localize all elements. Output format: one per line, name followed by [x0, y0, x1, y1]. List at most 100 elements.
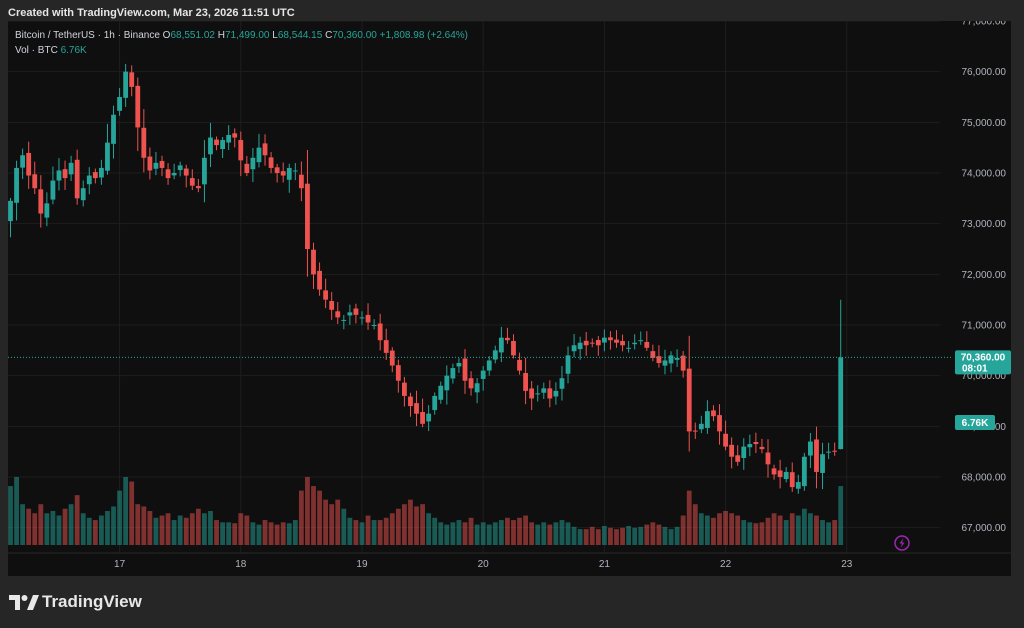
- volume-value: 6.76K: [60, 45, 87, 56]
- high-value: 71,499.00: [224, 30, 270, 41]
- candle-body: [492, 350, 498, 360]
- candle-body: [626, 347, 632, 349]
- volume-bar: [99, 515, 104, 545]
- volume-bar: [650, 522, 656, 545]
- volume-bar: [220, 522, 225, 545]
- x-tick-label: 22: [720, 559, 732, 570]
- candle-body: [117, 97, 122, 111]
- y-tick-label: 74,000.00: [962, 169, 1007, 180]
- volume-bar: [474, 524, 480, 545]
- candle-body: [238, 139, 244, 161]
- volume-bar: [492, 522, 498, 545]
- x-tick-label: 19: [356, 559, 368, 570]
- volume-bar: [183, 517, 189, 545]
- volume-bar: [80, 513, 86, 545]
- volume-bar: [32, 513, 38, 545]
- candle-body: [541, 388, 547, 393]
- candlestick-chart[interactable]: 67,000.0068,000.0069,000.0070,000.0071,0…: [8, 21, 1011, 576]
- candle-body: [801, 456, 807, 487]
- candle-body: [838, 357, 844, 450]
- candle-body: [250, 157, 256, 170]
- volume-bar: [359, 522, 365, 545]
- volume-bar: [20, 504, 26, 545]
- candle-body: [335, 311, 341, 318]
- candle-body: [202, 157, 207, 185]
- volume-bar: [541, 522, 547, 545]
- volume-bar: [632, 527, 638, 545]
- candle-body: [808, 441, 813, 456]
- candle-body: [159, 160, 165, 168]
- candle-body: [444, 375, 450, 391]
- candle-body: [183, 168, 189, 176]
- volume-bar: [347, 517, 353, 545]
- candle-body: [141, 127, 147, 158]
- volume-bar: [698, 513, 704, 545]
- candle-body: [777, 470, 783, 477]
- volume-bar: [298, 490, 304, 545]
- volume-bar: [238, 513, 244, 545]
- candle-body: [698, 423, 704, 430]
- candle-body: [783, 471, 789, 480]
- volume-bar: [686, 490, 692, 545]
- candle-body: [305, 183, 310, 249]
- lightning-icon[interactable]: [894, 535, 910, 551]
- volume-bar: [68, 504, 74, 545]
- volume-bar: [608, 527, 613, 545]
- volume-bar: [601, 525, 607, 545]
- candle-body: [105, 142, 110, 171]
- candle-body: [153, 162, 159, 169]
- volume-bar: [638, 526, 644, 545]
- candle-body: [741, 446, 747, 458]
- symbol-legend: Bitcoin / TetherUS · 1h · Binance O68,55…: [15, 30, 468, 41]
- candle-body: [62, 169, 68, 179]
- candle-body: [638, 340, 644, 342]
- candle-body: [26, 152, 32, 176]
- candle-body: [547, 388, 553, 399]
- candle-body: [147, 156, 153, 171]
- volume-bar: [511, 520, 516, 545]
- chart-panel[interactable]: 67,000.0068,000.0069,000.0070,000.0071,0…: [8, 21, 1011, 576]
- volume-bar: [8, 486, 13, 545]
- candle-body: [771, 468, 777, 475]
- tradingview-logo-icon: [9, 595, 39, 610]
- candle-body: [135, 85, 141, 128]
- candle-body: [317, 270, 322, 290]
- volume-bar: [165, 513, 171, 545]
- candle-body: [559, 378, 565, 389]
- candle-body: [674, 357, 680, 360]
- candle-body: [189, 178, 195, 186]
- candle-body: [214, 139, 219, 146]
- volume-label[interactable]: Vol · BTC: [15, 45, 58, 56]
- volume-bar: [444, 524, 450, 545]
- candle-body: [826, 451, 831, 453]
- volume-bar: [141, 506, 147, 545]
- volume-bar: [626, 525, 632, 545]
- volume-bar: [341, 508, 347, 545]
- candle-body: [735, 455, 741, 462]
- candle-body: [80, 188, 86, 201]
- candle-body: [589, 342, 595, 344]
- volume-bar: [456, 520, 462, 545]
- candle-body: [565, 355, 571, 374]
- volume-bar: [123, 477, 129, 545]
- candle-body: [244, 163, 250, 173]
- volume-bar: [559, 520, 565, 545]
- volume-bar: [711, 517, 716, 545]
- volume-bar: [408, 499, 413, 545]
- volume-bar: [117, 490, 122, 545]
- volume-bar: [820, 520, 825, 545]
- candle-body: [347, 312, 353, 316]
- candle-body: [323, 290, 329, 300]
- volume-bar: [147, 511, 153, 545]
- tradingview-brand[interactable]: TradingView: [9, 592, 142, 612]
- y-tick-label: 67,000.00: [962, 523, 1007, 534]
- candle-body: [608, 337, 613, 341]
- symbol-name[interactable]: Bitcoin / TetherUS · 1h · Binance: [15, 30, 160, 41]
- volume-bar: [705, 515, 710, 545]
- low-label: L: [272, 30, 278, 41]
- volume-bar: [395, 508, 401, 545]
- candle-body: [14, 167, 19, 203]
- candle-body: [686, 368, 692, 432]
- volume-bar: [111, 506, 116, 545]
- volume-bar: [614, 529, 619, 545]
